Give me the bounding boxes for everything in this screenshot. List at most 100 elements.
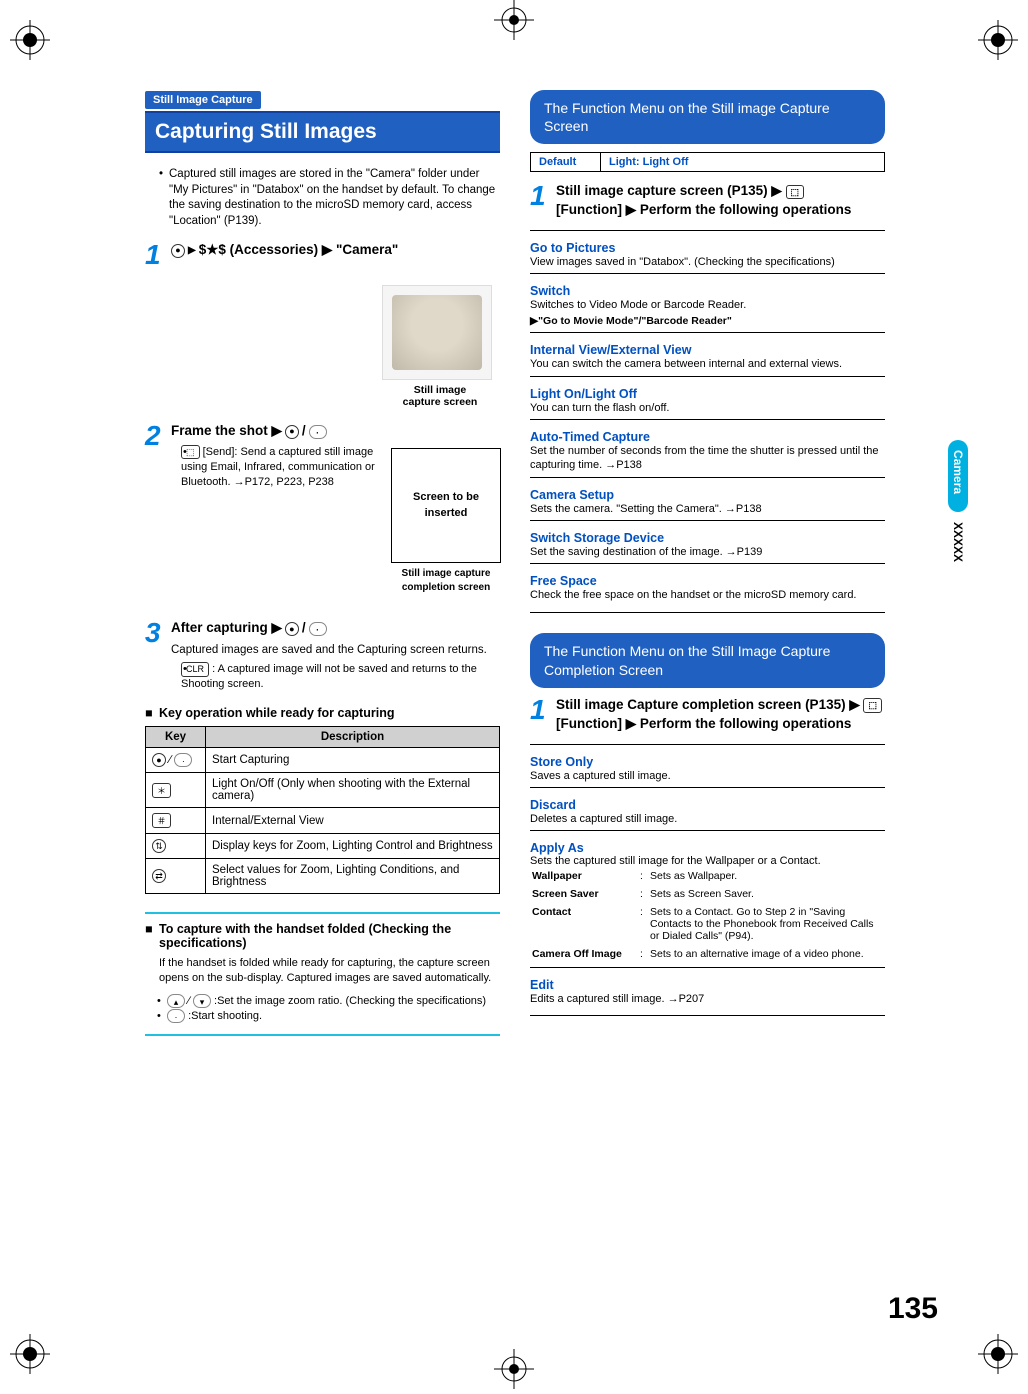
right-step1-a: Still image capture screen (P135) ▶: [556, 183, 782, 198]
table-row: Screen Saver:Sets as Screen Saver.: [530, 885, 885, 903]
menu-item-title: Store Only: [530, 755, 885, 769]
right-step-2: 1 Still image Capture completion screen …: [530, 696, 885, 734]
apply-as-table: Wallpaper:Sets as Wallpaper. Screen Save…: [530, 867, 885, 963]
menu-item-title: Discard: [530, 798, 885, 812]
reg-mark-bl: [10, 1334, 50, 1374]
menu-item-title: Switch Storage Device: [530, 531, 885, 545]
menu-item-title: Light On/Light Off: [530, 387, 885, 401]
step-1-num: 1: [145, 241, 171, 269]
menu-item-title: Go to Pictures: [530, 241, 885, 255]
step-3-body: Captured images are saved and the Captur…: [171, 642, 500, 658]
menu2-list: Store Only Saves a captured still image.…: [530, 755, 885, 1016]
still-image-preview: [382, 285, 492, 380]
hash-key-icon: ＃: [152, 813, 171, 828]
step-3-head: After capturing ▶: [171, 619, 282, 638]
table-row: ● ∕ · Start Capturing: [146, 748, 500, 773]
center-key-icon: ●: [285, 622, 299, 636]
right-step-1-num: 1: [530, 182, 556, 210]
menu-item-title: Internal View/External View: [530, 343, 885, 357]
up-key-icon: ▴: [167, 994, 185, 1008]
side-label-camera: Camera: [951, 450, 965, 494]
menu-item-title: Auto-Timed Capture: [530, 430, 885, 444]
menu-item-desc: View images saved in "Databox". (Checkin…: [530, 255, 885, 274]
key-operation-table: Key Description ● ∕ · Start Capturing ＊ …: [145, 726, 500, 894]
key-desc: Display keys for Zoom, Lighting Control …: [206, 834, 500, 859]
down-key-icon: ▾: [193, 994, 211, 1008]
desc-col-header: Description: [206, 727, 500, 748]
right-step1-b: [Function] ▶ Perform the following opera…: [556, 202, 851, 217]
step-2-head: Frame the shot ▶: [171, 422, 282, 441]
table-row: ⇄ Select values for Zoom, Lighting Condi…: [146, 859, 500, 894]
screen-placeholder: Screen to be inserted: [391, 448, 501, 563]
intro-note: Captured still images are stored in the …: [145, 167, 500, 229]
menu-item-title: Apply As: [530, 841, 885, 855]
folded-bullet-1: ▴ ∕ ▾ :Set the image zoom ratio. (Checki…: [145, 994, 500, 1009]
table-row: ＊ Light On/Off (Only when shooting with …: [146, 773, 500, 808]
reg-mark-tl: [10, 20, 50, 60]
key-desc: Internal/External View: [206, 808, 500, 834]
completion-caption: Still image capture completion screen: [386, 567, 506, 595]
clear-key-icon: CLR: [181, 662, 209, 676]
default-label: Default: [531, 153, 601, 171]
send-key-icon: ⬚: [181, 445, 200, 459]
center-key-icon: ●: [285, 425, 299, 439]
reg-mark-tr: [978, 20, 1018, 60]
step-3-bullet: : A captured image will not be saved and…: [181, 663, 477, 690]
folded-heading: To capture with the handset folded (Chec…: [145, 922, 500, 950]
table-row: Camera Off Image:Sets to an alternative …: [530, 945, 885, 963]
menu-item-desc: Sets the camera. "Setting the Camera". →…: [530, 502, 885, 521]
right-step-1: 1 Still image capture screen (P135) ▶ ⬚ …: [530, 182, 885, 220]
right-step2-b: [Function] ▶ Perform the following opera…: [556, 716, 851, 731]
menu-item-title: Camera Setup: [530, 488, 885, 502]
side-key-icon: ·: [309, 622, 327, 636]
right-step-2-num: 1: [530, 696, 556, 724]
function-menu-heading-2: The Function Menu on the Still Image Cap…: [530, 633, 885, 687]
side-label-xxxxx: XXXXX: [951, 522, 965, 562]
step-1-text: $★$ (Accessories) ▶ "Camera": [199, 241, 399, 260]
menu-item-desc: Set the number of seconds from the time …: [530, 444, 885, 478]
menu-item-desc: Deletes a captured still image.: [530, 812, 885, 831]
crop-mark-bottom: [494, 1349, 534, 1394]
still-image-caption: Still image capture screen: [380, 384, 500, 408]
main-title: Capturing Still Images: [145, 111, 500, 153]
reg-mark-br: [978, 1334, 1018, 1374]
function-key-icon: ⬚: [786, 185, 805, 200]
nav-vert-icon: ⇅: [152, 839, 166, 853]
table-row: ＃ Internal/External View: [146, 808, 500, 834]
function-menu-heading-1: The Function Menu on the Still image Cap…: [530, 90, 885, 144]
nav-horiz-icon: ⇄: [152, 869, 166, 883]
key-op-heading: Key operation while ready for capturing: [145, 706, 500, 720]
folded-text: If the handset is folded while ready for…: [145, 956, 500, 986]
step-3-num: 3: [145, 619, 171, 647]
side-key-icon: ·: [174, 753, 192, 767]
right-column: The Function Menu on the Still image Cap…: [530, 90, 885, 1036]
folded-bullet-2: · :Start shooting.: [145, 1009, 500, 1024]
menu-item-desc: You can turn the flash on/off.: [530, 401, 885, 420]
apply-as-desc: Sets the captured still image for the Wa…: [530, 855, 885, 867]
center-key-icon: ●: [171, 244, 185, 258]
step-2-bullet: [Send]: Send a captured still image usin…: [181, 446, 375, 488]
side-tab: Camera XXXXX: [948, 440, 968, 570]
page-number: 135: [888, 1292, 938, 1326]
default-value: Light: Light Off: [601, 153, 696, 171]
key-desc: Select values for Zoom, Lighting Conditi…: [206, 859, 500, 894]
menu1-list: Go to Pictures View images saved in "Dat…: [530, 241, 885, 606]
key-col-header: Key: [146, 727, 206, 748]
step-3: 3 After capturing ▶ ●/· Captured images …: [145, 619, 500, 692]
star-key-icon: ＊: [152, 783, 171, 798]
left-column: Still Image Capture Capturing Still Imag…: [145, 90, 500, 1036]
table-row: Wallpaper:Sets as Wallpaper.: [530, 867, 885, 885]
menu-item-title: Switch: [530, 284, 885, 298]
menu-item-desc: Check the free space on the handset or t…: [530, 588, 885, 606]
menu-item-title: Edit: [530, 978, 885, 992]
menu-item-desc: Saves a captured still image.: [530, 769, 885, 788]
menu-item-desc: Set the saving destination of the image.…: [530, 545, 885, 564]
section-tag: Still Image Capture: [145, 91, 261, 109]
menu-item-sub: ▶"Go to Movie Mode"/"Barcode Reader": [530, 315, 885, 329]
side-key-icon: ·: [167, 1009, 185, 1023]
side-key-icon: ·: [309, 425, 327, 439]
key-desc: Light On/Off (Only when shooting with th…: [206, 773, 500, 808]
default-row: Default Light: Light Off: [530, 152, 885, 172]
step-2-num: 2: [145, 422, 171, 450]
menu-item-desc: Edits a captured still image. →P207: [530, 992, 885, 1010]
